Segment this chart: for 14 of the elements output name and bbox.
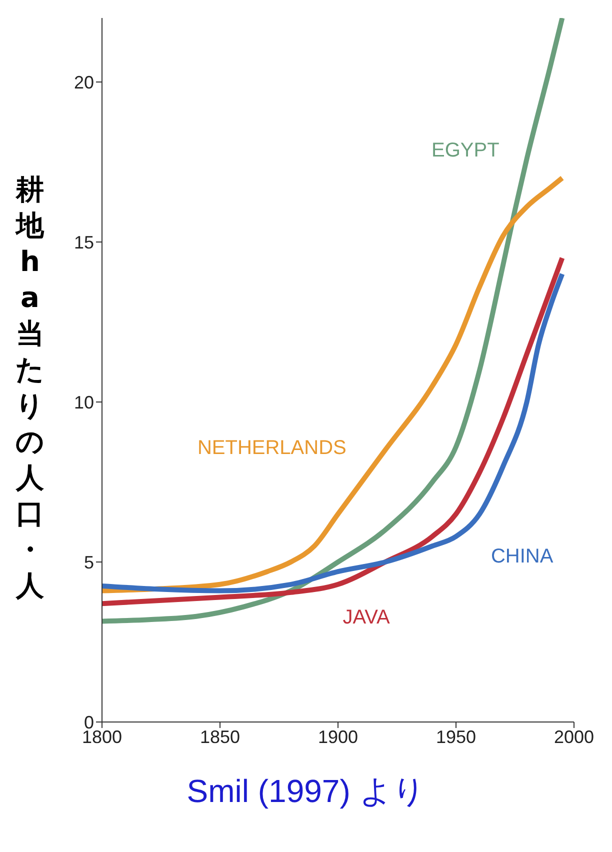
text: Smil (1997) より bbox=[186, 772, 426, 811]
y-tick-label: 10 bbox=[74, 392, 94, 412]
series-label: CHINA bbox=[490, 546, 554, 568]
x-tick-label: 1950 bbox=[436, 726, 476, 747]
x-tick-label: 1850 bbox=[200, 726, 240, 747]
series-label: JAVA bbox=[342, 606, 390, 628]
text: 耕地ha当たりの人口・人 bbox=[16, 173, 44, 602]
x-tick-label: 2000 bbox=[554, 726, 594, 747]
y-tick-label: 5 bbox=[84, 552, 94, 572]
x-tick-label: 1900 bbox=[318, 726, 358, 747]
series-label: NETHERLANDS bbox=[197, 436, 346, 459]
y-tick-label: 15 bbox=[74, 232, 94, 252]
y-tick-label: 20 bbox=[74, 72, 94, 92]
series-label: EGYPT bbox=[432, 139, 500, 162]
